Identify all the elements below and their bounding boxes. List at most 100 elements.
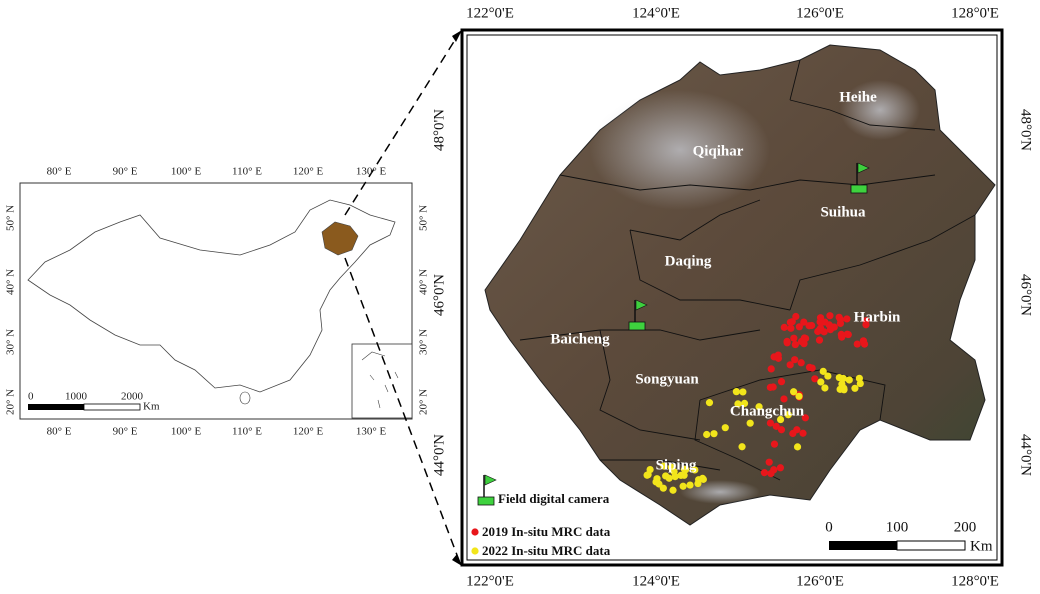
scale-label: 200 bbox=[954, 519, 977, 535]
sample-point bbox=[787, 324, 795, 332]
sample-point bbox=[780, 395, 788, 403]
sample-point bbox=[660, 462, 668, 470]
sample-point bbox=[801, 414, 809, 422]
sample-point bbox=[838, 380, 846, 388]
sample-point bbox=[791, 340, 799, 349]
sample-point bbox=[838, 333, 846, 341]
study-area-highlight bbox=[321, 221, 359, 256]
sample-point bbox=[776, 415, 785, 424]
region-label: Changchun bbox=[730, 403, 805, 419]
sample-point bbox=[774, 351, 782, 359]
lat-label: 48°0'N bbox=[1018, 109, 1034, 151]
lon-label: 130° E bbox=[356, 426, 387, 438]
legend-dot bbox=[471, 547, 479, 555]
sample-point bbox=[816, 314, 825, 322]
sample-point bbox=[790, 334, 798, 342]
legend-text: 2019 In-situ MRC data bbox=[482, 524, 611, 539]
sample-point bbox=[695, 476, 703, 484]
flag bbox=[857, 162, 870, 174]
sample-point bbox=[805, 363, 814, 371]
sample-point bbox=[839, 374, 847, 383]
sample-point bbox=[821, 384, 829, 392]
lon-label: 90° E bbox=[113, 426, 138, 438]
lat-label: 40° N bbox=[418, 269, 430, 295]
sample-point bbox=[815, 336, 824, 344]
sample-point bbox=[836, 319, 845, 328]
sample-point bbox=[705, 399, 714, 407]
sample-point bbox=[788, 318, 796, 326]
overview-frame bbox=[19, 182, 413, 420]
sample-point bbox=[784, 411, 792, 419]
camera-box bbox=[477, 496, 495, 506]
hainan bbox=[239, 391, 251, 405]
sample-point bbox=[826, 312, 834, 320]
sample-point bbox=[767, 470, 775, 478]
sample-point bbox=[783, 339, 791, 347]
sample-point bbox=[670, 468, 678, 476]
sample-point bbox=[800, 334, 808, 342]
sample-point bbox=[740, 399, 749, 407]
sample-point bbox=[805, 322, 813, 330]
sample-point bbox=[765, 458, 773, 466]
lon-label: 110° E bbox=[232, 166, 262, 178]
sample-point bbox=[830, 323, 838, 331]
lat-label: 50° N bbox=[5, 205, 17, 231]
lat-label: 46°0'N bbox=[431, 274, 447, 316]
sample-point bbox=[791, 356, 799, 364]
sample-point bbox=[734, 400, 742, 408]
sample-point bbox=[793, 426, 801, 434]
connector bbox=[344, 257, 461, 564]
scale-bar-light bbox=[896, 540, 966, 551]
sample-point bbox=[780, 323, 788, 331]
camera-box bbox=[850, 184, 868, 194]
cloud bbox=[840, 80, 920, 140]
sample-point bbox=[682, 466, 690, 474]
lon-label: 130° E bbox=[356, 166, 387, 178]
region-label: Baicheng bbox=[550, 331, 610, 347]
sample-point bbox=[843, 330, 851, 338]
sample-point bbox=[703, 430, 711, 439]
sample-point bbox=[853, 340, 861, 348]
camera-box bbox=[628, 321, 646, 331]
sample-point bbox=[790, 388, 798, 396]
lon-label: 120° E bbox=[293, 426, 324, 438]
arrow-head bbox=[452, 554, 462, 566]
china-outline bbox=[27, 199, 396, 393]
sample-point bbox=[816, 324, 825, 332]
lat-label: 48°0'N bbox=[431, 109, 447, 151]
scale-label: 0 bbox=[825, 519, 833, 535]
sample-point bbox=[843, 315, 851, 323]
sample-point bbox=[824, 372, 832, 380]
lon-label: 126°0'E bbox=[796, 5, 844, 21]
study-area-map bbox=[460, 28, 1004, 567]
south-sea-inset bbox=[351, 343, 413, 419]
sample-point bbox=[679, 482, 687, 490]
sample-point bbox=[643, 471, 651, 479]
sample-point bbox=[817, 378, 825, 386]
scale-bar-dark bbox=[28, 404, 84, 410]
lon-label: 124°0'E bbox=[632, 573, 680, 589]
connector bbox=[344, 31, 461, 216]
scale-bar-dark bbox=[829, 541, 897, 550]
sample-point bbox=[840, 386, 848, 394]
sample-point bbox=[677, 471, 685, 479]
sample-point bbox=[665, 474, 673, 482]
region-label: Siping bbox=[656, 457, 697, 473]
sample-point bbox=[769, 383, 777, 391]
sample-point bbox=[669, 486, 677, 494]
sample-point bbox=[855, 374, 863, 382]
scale-unit: Km bbox=[970, 538, 993, 554]
sample-point bbox=[795, 323, 803, 331]
flag bbox=[484, 474, 497, 486]
sample-point bbox=[746, 419, 754, 427]
lon-label: 120° E bbox=[293, 166, 324, 178]
scale-label: 0 bbox=[28, 391, 34, 403]
sample-point bbox=[862, 321, 870, 329]
sample-point bbox=[760, 469, 769, 477]
legend-dot bbox=[471, 528, 479, 536]
region-label: Daqing bbox=[665, 253, 712, 269]
lon-label: 100° E bbox=[171, 426, 202, 438]
scale-bar-light bbox=[83, 403, 141, 411]
sample-point bbox=[777, 426, 786, 434]
